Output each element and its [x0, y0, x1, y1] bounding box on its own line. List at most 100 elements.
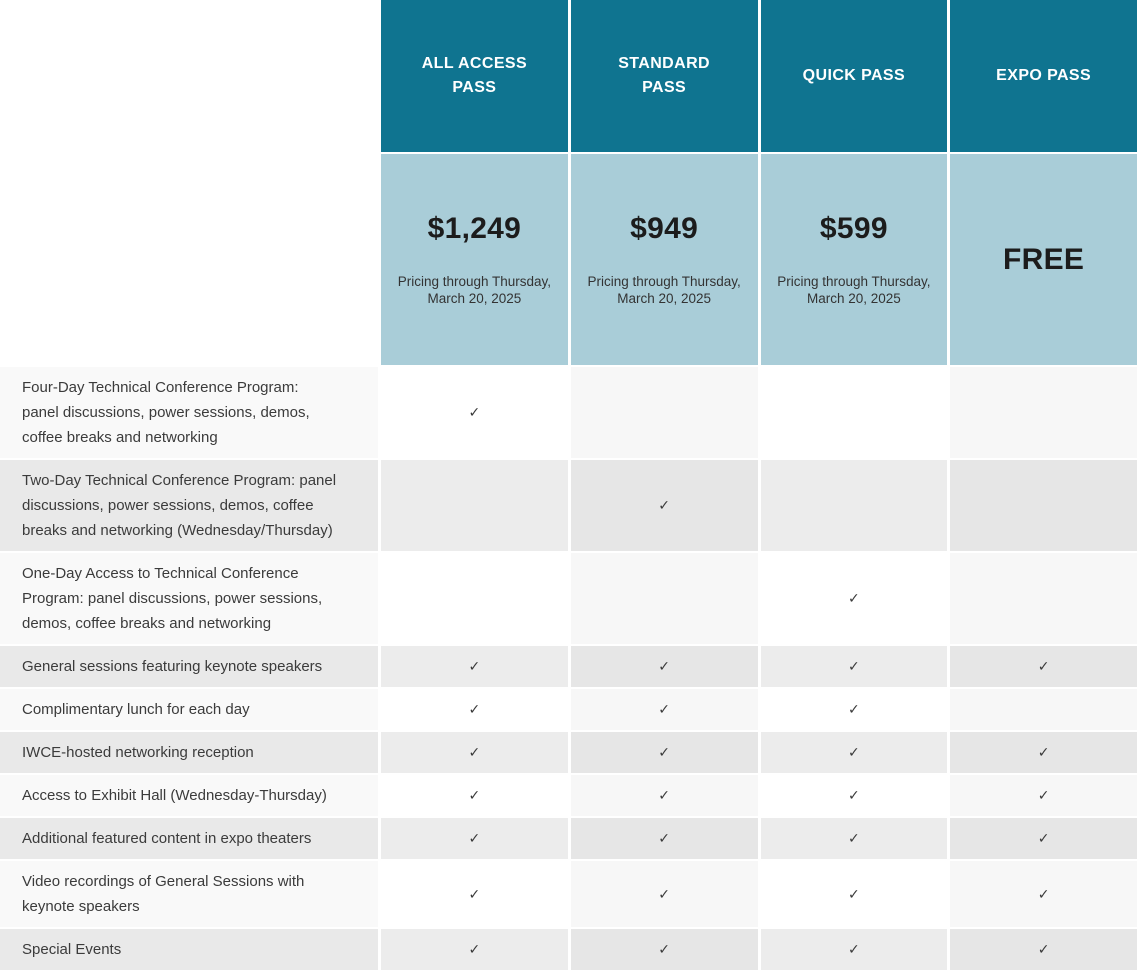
feature-label-text: Four-Day Technical Conference Program: p… [22, 379, 310, 446]
check-cell [570, 553, 758, 644]
feature-label-text: Access to Exhibit Hall (Wednesday-Thursd… [22, 787, 327, 804]
check-cell [760, 367, 948, 458]
check-icon: ✓ [1037, 941, 1050, 957]
check-icon: ✓ [468, 885, 481, 902]
check-cell: ✓ [760, 861, 948, 927]
feature-label-text: Two-Day Technical Conference Program: pa… [22, 472, 337, 539]
check-icon: ✓ [848, 701, 860, 717]
feature-row-label: Four-Day Technical Conference Program: p… [0, 367, 378, 458]
check-cell: ✓ [950, 775, 1137, 816]
feature-row-label: Complimentary lunch for each day [0, 689, 378, 730]
check-cell: ✓ [381, 818, 568, 859]
pass-price-cell: $599 Pricing through Thursday, March 20, … [760, 154, 948, 365]
check-icon: ✓ [848, 590, 860, 606]
check-cell: ✓ [950, 818, 1137, 859]
check-cell: ✓ [950, 732, 1137, 773]
table-corner-spacer [0, 0, 378, 152]
check-cell: ✓ [570, 646, 758, 687]
pass-price-cell: $949 Pricing through Thursday, March 20, … [570, 154, 758, 365]
feature-row-label: One-Day Access to Technical Conference P… [0, 553, 378, 644]
check-icon: ✓ [1037, 830, 1050, 846]
check-icon: ✓ [1037, 744, 1050, 760]
check-icon: ✓ [658, 941, 670, 957]
pass-name: EXPO PASS [996, 67, 1092, 84]
check-icon: ✓ [658, 744, 670, 760]
check-icon: ✓ [848, 830, 860, 846]
check-icon: ✓ [468, 404, 481, 420]
check-cell: ✓ [381, 861, 568, 927]
pass-price-note: Pricing through Thursday, March 20, 2025 [777, 274, 931, 306]
check-cell [760, 460, 948, 551]
check-cell: ✓ [570, 861, 758, 927]
feature-row-label: Additional featured content in expo thea… [0, 818, 378, 859]
check-cell: ✓ [950, 929, 1137, 970]
pass-price: $949 [630, 212, 699, 245]
feature-row-label: Special Events [0, 929, 378, 970]
pass-column-header: EXPO PASS [950, 0, 1137, 152]
check-cell: ✓ [760, 775, 948, 816]
pass-column-header: STANDARD PASS [570, 0, 758, 152]
check-cell: ✓ [950, 646, 1137, 687]
check-cell [950, 460, 1137, 551]
price-row-spacer [0, 154, 378, 365]
feature-row-label: Two-Day Technical Conference Program: pa… [0, 460, 378, 551]
check-icon: ✓ [468, 787, 481, 803]
feature-label-text: Special Events [22, 941, 122, 958]
check-cell: ✓ [760, 929, 948, 970]
check-cell: ✓ [950, 861, 1137, 927]
feature-label-text: IWCE-hosted networking reception [22, 744, 254, 761]
feature-row-label: General sessions featuring keynote speak… [0, 646, 378, 687]
check-cell: ✓ [381, 367, 568, 458]
check-cell [950, 553, 1137, 644]
feature-row-label: Access to Exhibit Hall (Wednesday-Thursd… [0, 775, 378, 816]
check-cell [381, 460, 568, 551]
check-icon: ✓ [468, 701, 481, 717]
check-cell: ✓ [381, 775, 568, 816]
check-cell: ✓ [570, 460, 758, 551]
check-icon: ✓ [658, 701, 670, 717]
pass-price: $599 [819, 212, 888, 245]
pass-price: FREE [1003, 242, 1085, 276]
check-icon: ✓ [848, 941, 860, 957]
check-cell: ✓ [760, 818, 948, 859]
pass-name: ALL ACCESS PASS [421, 55, 528, 96]
check-cell [950, 367, 1137, 458]
check-cell: ✓ [570, 732, 758, 773]
pass-price-cell: $1,249 Pricing through Thursday, March 20… [381, 154, 568, 365]
check-icon: ✓ [468, 941, 481, 957]
check-cell: ✓ [570, 775, 758, 816]
check-cell: ✓ [381, 732, 568, 773]
check-icon: ✓ [658, 658, 670, 674]
check-icon: ✓ [848, 744, 860, 760]
check-icon: ✓ [848, 658, 860, 674]
check-icon: ✓ [658, 830, 670, 846]
pass-price: $1,249 [427, 212, 522, 245]
check-cell: ✓ [570, 929, 758, 970]
check-cell: ✓ [570, 689, 758, 730]
check-cell: ✓ [760, 553, 948, 644]
pass-name: QUICK PASS [802, 67, 906, 84]
feature-label-text: One-Day Access to Technical Conference P… [22, 565, 323, 632]
check-cell: ✓ [381, 646, 568, 687]
check-cell: ✓ [760, 732, 948, 773]
check-icon: ✓ [848, 787, 860, 803]
check-cell: ✓ [570, 818, 758, 859]
check-icon: ✓ [658, 497, 670, 513]
check-cell: ✓ [760, 646, 948, 687]
check-icon: ✓ [468, 744, 481, 760]
check-icon: ✓ [1037, 885, 1050, 902]
pass-price-cell: FREE [950, 154, 1137, 365]
pass-column-header: QUICK PASS [760, 0, 948, 152]
pass-name: STANDARD PASS [618, 55, 711, 96]
check-icon: ✓ [468, 830, 481, 846]
feature-label-text: Additional featured content in expo thea… [22, 830, 312, 847]
feature-row-label: IWCE-hosted networking reception [0, 732, 378, 773]
pass-column-header: ALL ACCESS PASS [381, 0, 568, 152]
feature-row-label: Video recordings of General Sessions wit… [0, 861, 378, 927]
pass-price-note: Pricing through Thursday, March 20, 2025 [397, 274, 552, 306]
check-cell [950, 689, 1137, 730]
check-icon: ✓ [1037, 787, 1050, 803]
check-icon: ✓ [658, 885, 670, 902]
pass-price-note: Pricing through Thursday, March 20, 2025 [587, 274, 741, 306]
